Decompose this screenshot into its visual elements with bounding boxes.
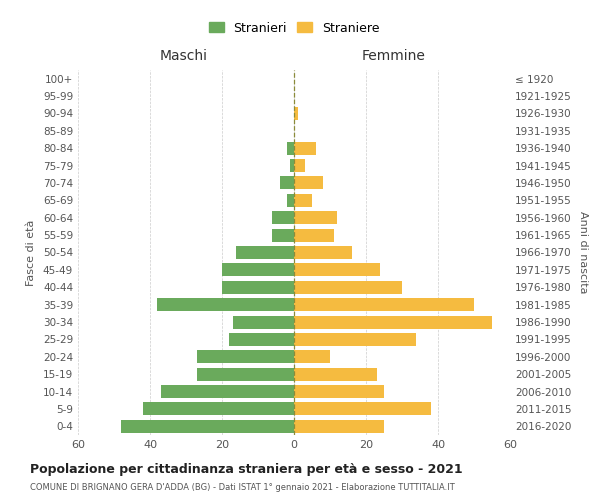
Bar [294,107,298,120]
Y-axis label: Fasce di età: Fasce di età [26,220,36,286]
Text: Popolazione per cittadinanza straniera per età e sesso - 2021: Popolazione per cittadinanza straniera p… [30,462,463,475]
Bar [294,176,323,190]
Bar [294,280,402,294]
Bar [294,264,380,276]
Bar [294,246,352,259]
Text: Maschi: Maschi [160,48,208,62]
Legend: Stranieri, Straniere: Stranieri, Straniere [205,18,383,38]
Bar [222,280,294,294]
Bar [157,298,294,311]
Bar [161,385,294,398]
Bar [287,142,294,154]
Y-axis label: Anni di nascita: Anni di nascita [578,211,588,294]
Bar [294,350,330,364]
Bar [287,194,294,207]
Bar [236,246,294,259]
Bar [294,194,312,207]
Bar [222,264,294,276]
Bar [294,142,316,154]
Bar [197,368,294,380]
Bar [121,420,294,433]
Bar [229,333,294,346]
Bar [272,211,294,224]
Bar [294,368,377,380]
Bar [294,159,305,172]
Bar [294,316,492,328]
Bar [197,350,294,364]
Bar [294,228,334,241]
Bar [294,420,384,433]
Bar [294,211,337,224]
Bar [294,385,384,398]
Bar [143,402,294,415]
Bar [290,159,294,172]
Bar [233,316,294,328]
Bar [294,298,474,311]
Bar [280,176,294,190]
Text: Femmine: Femmine [361,48,425,62]
Bar [294,333,416,346]
Bar [294,402,431,415]
Text: COMUNE DI BRIGNANO GERA D'ADDA (BG) - Dati ISTAT 1° gennaio 2021 - Elaborazione : COMUNE DI BRIGNANO GERA D'ADDA (BG) - Da… [30,482,455,492]
Bar [272,228,294,241]
